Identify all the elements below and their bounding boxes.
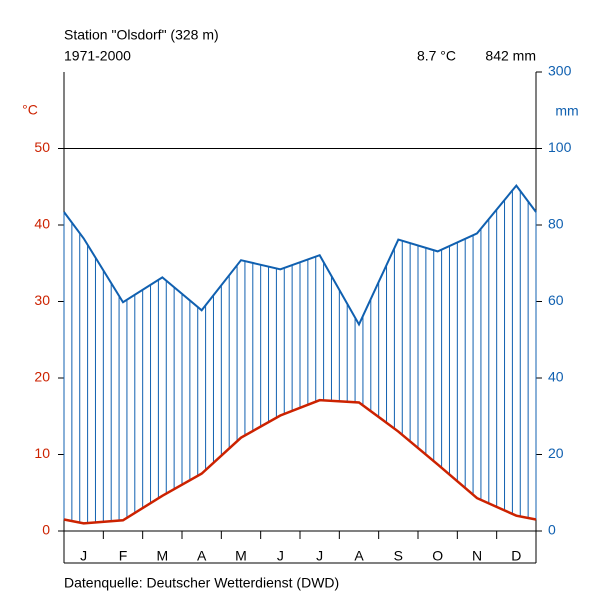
y-tick-label: 20 — [34, 369, 50, 385]
x-tick-label: M — [235, 548, 247, 564]
y-tick-label: 30 — [34, 292, 50, 308]
temperature-line — [63, 398, 537, 525]
y-tick-label: 0 — [42, 522, 50, 538]
y2-tick-label: 20 — [548, 445, 564, 461]
y2-tick-label: 0 — [548, 522, 556, 538]
y2-tick-label: 40 — [548, 369, 564, 385]
chart-title: Station "Olsdorf" (328 m) — [64, 27, 219, 43]
annual-precipitation: 842 mm — [485, 48, 536, 64]
x-tick-label: F — [119, 548, 128, 564]
x-tick-label: N — [472, 548, 482, 564]
source: Datenquelle: Deutscher Wetterdienst (DWD… — [64, 575, 339, 591]
chart-subtitle: 1971-2000 — [64, 48, 131, 64]
y2-tick-label: 100 — [548, 139, 572, 155]
x-tick-label: M — [156, 548, 168, 564]
x-tick-label: A — [197, 548, 207, 564]
y-tick-label: 10 — [34, 445, 50, 461]
y2-tick-label: 80 — [548, 216, 564, 232]
y-tick-label: 50 — [34, 139, 50, 155]
x-tick-label: S — [394, 548, 403, 564]
x-tick-label: J — [80, 548, 87, 564]
y2-tick-label: 300 — [548, 63, 572, 79]
x-tick-label: J — [277, 548, 284, 564]
y2-tick-label: 60 — [548, 292, 564, 308]
x-tick-label: O — [432, 548, 443, 564]
y-axis-label: °C — [22, 102, 38, 118]
annual-temperature: 8.7 °C — [417, 48, 456, 64]
precipitation-line — [63, 183, 537, 327]
y2-axis-label: mm — [555, 103, 578, 119]
x-tick-label: D — [511, 548, 521, 564]
y-tick-label: 40 — [34, 216, 50, 232]
x-tick-label: J — [316, 548, 323, 564]
x-tick-label: A — [354, 548, 364, 564]
